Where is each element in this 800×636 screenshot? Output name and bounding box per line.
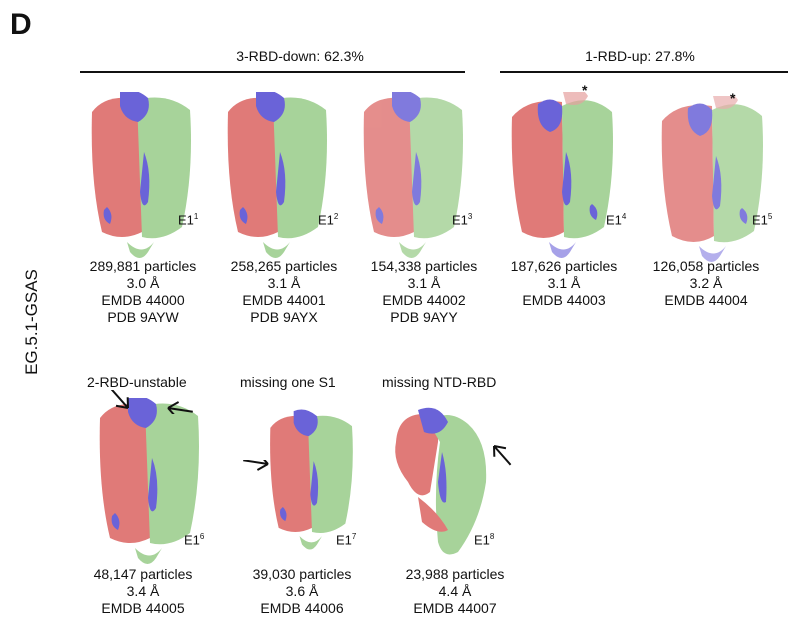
- caption-e1-6: 48,147 particles 3.4 Å EMDB 44005: [68, 566, 218, 617]
- particles: 126,058 particles: [652, 258, 760, 274]
- caption-e1-2: 258,265 particles 3.1 Å EMDB 44001 PDB 9…: [209, 258, 359, 326]
- caption-e1-4: 187,626 particles 3.1 Å EMDB 44003: [489, 258, 639, 309]
- particles: 258,265 particles: [230, 258, 338, 274]
- emdb-id: EMDB 44003: [522, 292, 606, 308]
- pdb-id: PDB 9AYW: [107, 309, 179, 325]
- caption-e1-8: 23,988 particles 4.4 Å EMDB 44007: [380, 566, 530, 617]
- particles: 187,626 particles: [510, 258, 618, 274]
- map-label-e1-5: E15: [752, 212, 773, 228]
- particles: 154,338 particles: [370, 258, 478, 274]
- asterisk-e1-5: *: [730, 90, 736, 106]
- resolution: 3.0 Å: [126, 275, 160, 291]
- emdb-id: EMDB 44001: [242, 292, 326, 308]
- resolution: 3.4 Å: [126, 583, 160, 599]
- map-label-e1-4: E14: [606, 212, 627, 228]
- caption-e1-1: 289,881 particles 3.0 Å EMDB 44000 PDB 9…: [68, 258, 218, 326]
- map-label-e1-8: E18: [474, 532, 495, 548]
- resolution: 3.6 Å: [285, 583, 319, 599]
- map-label-e1-7: E17: [336, 532, 357, 548]
- group-line-3-rbd-down: [80, 71, 465, 73]
- arrow-icon: [105, 390, 132, 411]
- density-map-e1-8: [388, 402, 498, 562]
- particles: 23,988 particles: [405, 566, 505, 582]
- particles: 289,881 particles: [89, 258, 197, 274]
- class-title-2-rbd-unstable: 2-RBD-unstable: [87, 374, 187, 390]
- density-map-e1-5: [654, 96, 774, 266]
- particles: 39,030 particles: [252, 566, 352, 582]
- emdb-id: EMDB 44000: [101, 292, 185, 308]
- arrow-icon: [490, 443, 517, 466]
- emdb-id: EMDB 44005: [101, 600, 185, 616]
- emdb-id: EMDB 44004: [664, 292, 748, 308]
- class-title-missing-one-s1: missing one S1: [240, 374, 336, 390]
- caption-e1-7: 39,030 particles 3.6 Å EMDB 44006: [227, 566, 377, 617]
- arrow-icon: [166, 397, 194, 414]
- pdb-id: PDB 9AYX: [250, 309, 318, 325]
- emdb-id: EMDB 44007: [413, 600, 497, 616]
- map-label-e1-3: E13: [452, 212, 473, 228]
- density-map-e1-4: [504, 92, 624, 262]
- resolution: 3.1 Å: [407, 275, 441, 291]
- arrow-icon: [242, 460, 270, 475]
- group-line-1-rbd-up: [500, 71, 788, 73]
- map-label-e1-6: E16: [184, 532, 205, 548]
- asterisk-e1-4: *: [582, 82, 588, 98]
- emdb-id: EMDB 44006: [260, 600, 344, 616]
- density-map-e1-1: [82, 92, 202, 262]
- resolution: 3.1 Å: [267, 275, 301, 291]
- resolution: 4.4 Å: [438, 583, 472, 599]
- group-title-3-rbd-down: 3-RBD-down: 62.3%: [236, 48, 364, 64]
- particles: 48,147 particles: [93, 566, 193, 582]
- resolution: 3.2 Å: [689, 275, 723, 291]
- map-label-e1-1: E11: [178, 212, 199, 228]
- density-map-e1-3: [354, 92, 474, 262]
- class-title-missing-ntd-rbd: missing NTD-RBD: [382, 374, 497, 390]
- density-map-e1-2: [218, 92, 338, 262]
- emdb-id: EMDB 44002: [382, 292, 466, 308]
- caption-e1-3: 154,338 particles 3.1 Å EMDB 44002 PDB 9…: [349, 258, 499, 326]
- caption-e1-5: 126,058 particles 3.2 Å EMDB 44004: [631, 258, 781, 309]
- map-label-e1-2: E12: [318, 212, 339, 228]
- resolution: 3.1 Å: [547, 275, 581, 291]
- group-title-1-rbd-up: 1-RBD-up: 27.8%: [585, 48, 695, 64]
- panel-letter: D: [10, 8, 32, 41]
- sample-label: EG.5.1-GSAS: [22, 269, 41, 375]
- pdb-id: PDB 9AYY: [390, 309, 458, 325]
